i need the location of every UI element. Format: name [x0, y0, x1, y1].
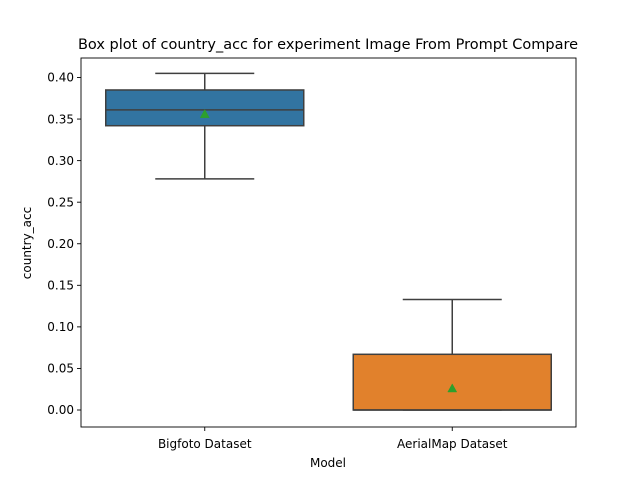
y-axis-label: country_acc [20, 207, 34, 279]
x-tick-label: Bigfoto Dataset [158, 437, 252, 451]
box-group [105, 72, 305, 180]
y-tick-label: 0.00 [47, 403, 74, 417]
x-tick-label: AerialMap Dataset [397, 437, 508, 451]
y-tick-label: 0.30 [47, 154, 74, 168]
y-axis: 0.00 0.05 0.10 0.15 0.20 0.25 0.30 0.35 0.40 [47, 71, 81, 417]
y-tick-label: 0.25 [47, 195, 74, 209]
box-group [352, 298, 552, 411]
y-tick-label: 0.05 [47, 362, 74, 376]
y-tick-label: 0.15 [47, 279, 74, 293]
chart-title: Box plot of country_acc for experiment I… [78, 37, 578, 53]
y-tick-label: 0.35 [47, 112, 74, 126]
plot-area [80, 57, 577, 428]
x-axis: Bigfoto Dataset AerialMap Dataset [158, 427, 508, 451]
x-axis-label: Model [310, 456, 346, 470]
plot-frame [80, 57, 577, 428]
iqr-box [105, 89, 305, 127]
mean-marker [447, 383, 458, 393]
mean-marker [199, 109, 210, 118]
y-tick-label: 0.20 [47, 237, 74, 251]
y-tick-label: 0.40 [47, 71, 74, 85]
iqr-box [352, 353, 552, 411]
y-tick-label: 0.10 [47, 320, 74, 334]
